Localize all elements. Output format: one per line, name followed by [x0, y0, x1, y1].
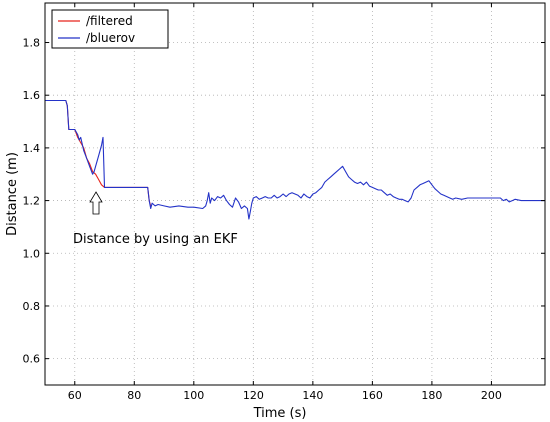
plot-frame: [44, 2, 546, 386]
legend-label-bluerov: /bluerov: [86, 31, 135, 45]
x-tick-label: 140: [302, 389, 323, 402]
x-tick-label: 120: [243, 389, 264, 402]
y-tick-label: 1.6: [23, 89, 41, 102]
x-tick-label: 200: [481, 389, 502, 402]
y-axis-title: Distance (m): [5, 152, 20, 236]
annotation-arrow: [89, 191, 103, 215]
x-tick-label: 80: [127, 389, 141, 402]
series-lines: [45, 99, 545, 220]
y-tick-label: 1.0: [23, 247, 41, 260]
legend-label-filtered: /filtered: [86, 14, 133, 28]
legend: /filtered /bluerov: [51, 9, 169, 49]
annotation: Distance by using an EKF: [73, 191, 238, 247]
annotation-text: Distance by using an EKF: [73, 232, 238, 247]
y-tick-label: 0.6: [23, 353, 41, 366]
x-tick-label: 180: [421, 389, 442, 402]
x-axis-title: Time (s): [253, 406, 307, 421]
x-tick-label: 160: [362, 389, 383, 402]
legend-box: [51, 9, 169, 49]
axis-ticks: 60 80 100 120 140 160 180 200 0.6 0.8 1.0 1.2 1.4 1.6…: [23, 3, 545, 402]
y-tick-label: 1.8: [23, 37, 41, 50]
grid: [45, 3, 545, 385]
y-tick-label: 1.4: [23, 142, 41, 155]
series-line-bluerov: [45, 99, 545, 220]
x-tick-label: 100: [183, 389, 204, 402]
y-tick-label: 1.2: [23, 195, 41, 208]
y-tick-label: 0.8: [23, 300, 41, 313]
x-tick-label: 60: [68, 389, 82, 402]
